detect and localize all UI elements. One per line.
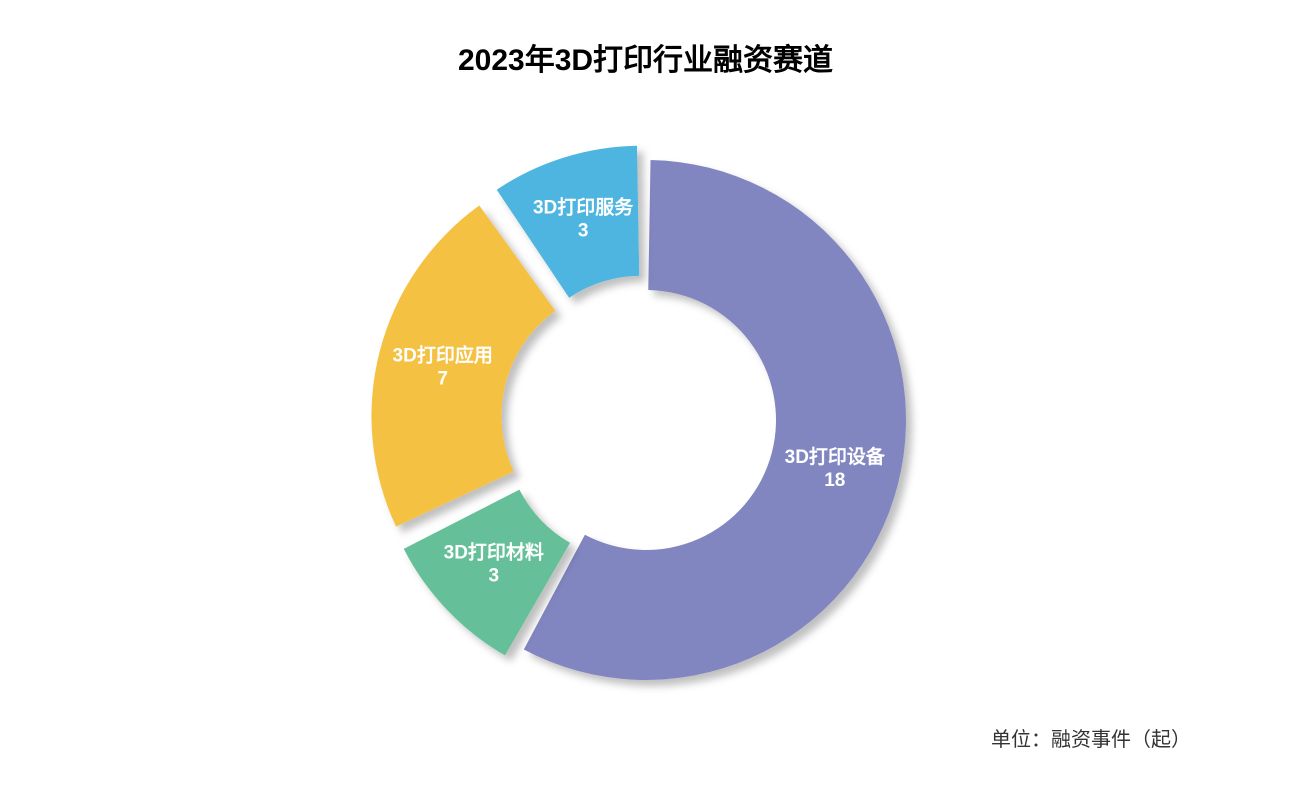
slice-value: 18: [824, 470, 845, 491]
slice-value: 7: [437, 368, 448, 389]
slice-label: 3D打印服务: [532, 196, 633, 219]
chart-title: 2023年3D打印行业融资赛道: [0, 35, 1291, 79]
slice-label: 3D打印设备: [784, 445, 885, 468]
slice-value: 3: [577, 221, 588, 242]
donut-chart: 3D打印设备183D打印材料33D打印应用73D打印服务3: [346, 120, 946, 725]
unit-label: 单位：融资事件（起）: [991, 723, 1191, 752]
slice-label: 3D打印应用: [392, 343, 492, 366]
slice-value: 3: [488, 566, 499, 587]
slice-label: 3D打印材料: [443, 541, 543, 564]
